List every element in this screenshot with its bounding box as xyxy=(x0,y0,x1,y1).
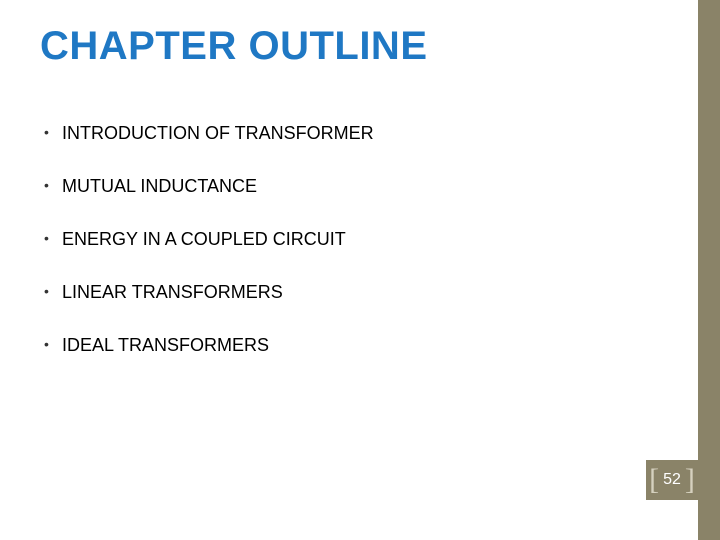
outline-list: INTRODUCTION OF TRANSFORMER MUTUAL INDUC… xyxy=(40,123,680,356)
slide-title: CHAPTER OUTLINE xyxy=(40,24,680,69)
list-item: INTRODUCTION OF TRANSFORMER xyxy=(40,123,680,144)
bracket-left-icon: [ xyxy=(649,465,659,495)
list-item: ENERGY IN A COUPLED CIRCUIT xyxy=(40,229,680,250)
list-item-text: LINEAR TRANSFORMERS xyxy=(62,282,283,302)
list-item-text: IDEAL TRANSFORMERS xyxy=(62,335,269,355)
bracket-right-icon: ] xyxy=(685,465,695,495)
slide: CHAPTER OUTLINE INTRODUCTION OF TRANSFOR… xyxy=(0,0,720,540)
list-item-text: MUTUAL INDUCTANCE xyxy=(62,176,257,196)
list-item: LINEAR TRANSFORMERS xyxy=(40,282,680,303)
right-accent-strip xyxy=(698,0,720,540)
list-item: MUTUAL INDUCTANCE xyxy=(40,176,680,197)
list-item-text: ENERGY IN A COUPLED CIRCUIT xyxy=(62,229,346,249)
list-item: IDEAL TRANSFORMERS xyxy=(40,335,680,356)
page-number: 52 xyxy=(659,471,685,489)
page-number-badge: [ 52 ] xyxy=(646,460,698,500)
list-item-text: INTRODUCTION OF TRANSFORMER xyxy=(62,123,374,143)
